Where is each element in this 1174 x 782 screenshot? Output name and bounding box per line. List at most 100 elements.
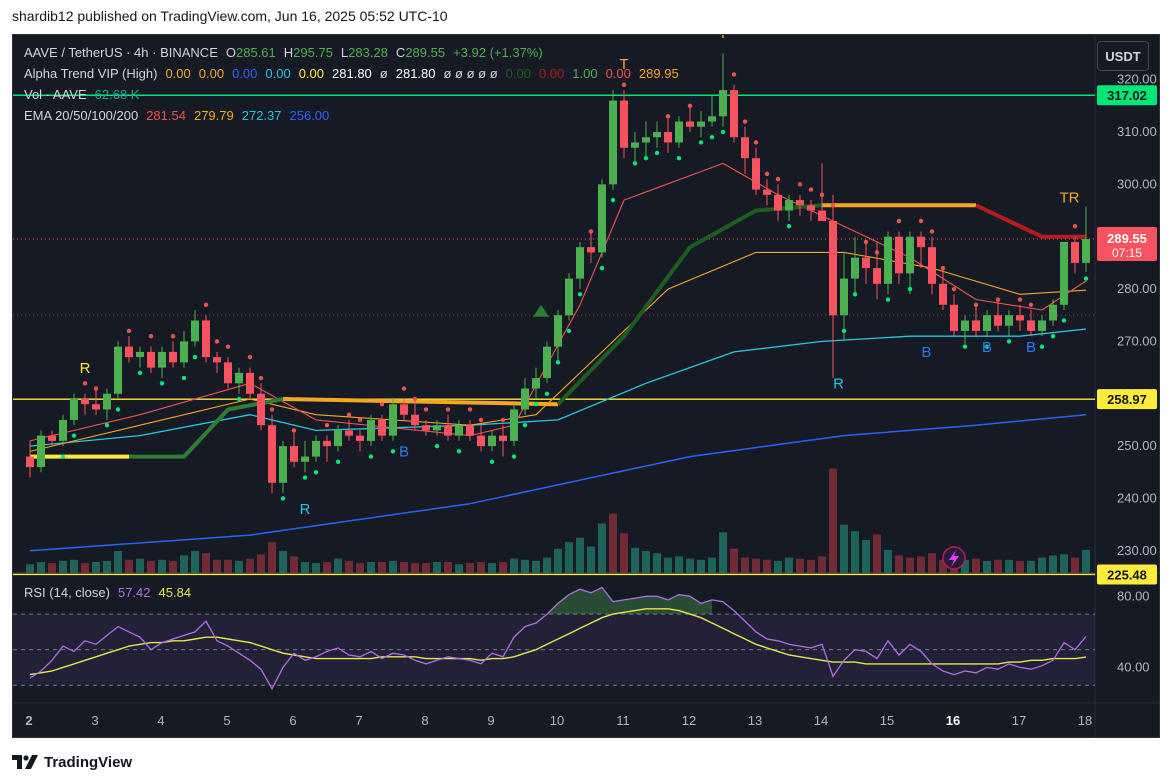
candle-body: [521, 388, 529, 410]
alpha-trend-value: 0.00: [198, 66, 225, 81]
trailing-dot: [390, 449, 396, 454]
volume-bar: [202, 553, 210, 573]
price-tick-label: 230.00: [1117, 543, 1157, 558]
candle-body: [906, 236, 914, 274]
candle-body: [917, 236, 925, 248]
candle-body: [301, 456, 309, 462]
volume-bar: [323, 562, 331, 573]
candle-body: [862, 257, 870, 269]
candle-body: [279, 446, 287, 483]
trailing-dot: [797, 182, 803, 187]
volume-bar: [499, 562, 507, 573]
volume-bar: [862, 540, 870, 573]
tradingview-logo-icon: [12, 755, 38, 769]
price-level-label: 258.97: [1107, 392, 1147, 407]
time-tick-label: 5: [223, 713, 230, 728]
trailing-dot: [720, 129, 726, 135]
volume-bar: [675, 556, 683, 573]
candle-body: [785, 200, 793, 211]
volume-bar: [433, 562, 441, 573]
volume-bar: [1082, 549, 1090, 573]
trailing-dot: [698, 140, 704, 145]
alpha-trend-segment: [282, 397, 559, 407]
trailing-dot: [159, 381, 165, 386]
volume-bar: [136, 558, 144, 573]
volume-bar: [444, 562, 452, 573]
candle-body: [653, 132, 661, 138]
volume-bar: [1027, 560, 1035, 573]
candle-body: [422, 425, 430, 431]
volume-bar: [290, 556, 298, 573]
volume-bar: [367, 562, 375, 573]
volume-bar: [191, 551, 199, 573]
trailing-dot: [247, 354, 253, 360]
alpha-trend-value: ø: [379, 66, 388, 81]
trailing-dot: [434, 443, 440, 449]
trailing-dot: [709, 135, 715, 140]
rsi-tick-label: 80.00: [1117, 588, 1150, 603]
candle-body: [664, 132, 672, 143]
trailing-dot: [522, 422, 528, 428]
trailing-dot: [995, 297, 1001, 302]
candle-body: [1016, 315, 1024, 321]
candle-body: [235, 372, 243, 384]
currency-button[interactable]: USDT: [1097, 41, 1149, 71]
trailing-dot: [291, 428, 297, 433]
trailing-dot: [742, 119, 748, 124]
candle-body: [1060, 241, 1068, 305]
candle-body: [873, 268, 881, 284]
alpha-trend-segment: [975, 203, 1086, 239]
trailing-dot: [775, 176, 781, 182]
candle-body: [103, 393, 111, 410]
trailing-dot: [346, 412, 352, 417]
volume-bar: [37, 562, 45, 573]
trailing-dot: [368, 454, 374, 459]
candle-body: [400, 404, 408, 415]
candle-body: [1038, 320, 1046, 331]
alpha-trend-value: 0.00: [232, 66, 258, 81]
rsi-legend: RSI (14, close) 57.42 45.84: [24, 585, 199, 600]
trailing-dot: [632, 161, 638, 166]
candle-body: [499, 435, 507, 441]
volume-bar: [356, 563, 364, 573]
candle-body: [796, 200, 804, 206]
alpha-trend-legend: Alpha Trend VIP (High) 0.00 0.00 0.00 0.00 0.…: [24, 66, 695, 81]
alpha-trend-segment: [129, 397, 284, 459]
volume-bar: [664, 557, 672, 573]
trailing-dot: [753, 140, 759, 145]
candle-body: [939, 283, 947, 305]
volume-bar: [741, 557, 749, 573]
trailing-dot: [940, 265, 946, 271]
time-tick-label: 9: [487, 713, 494, 728]
candle-body: [433, 425, 441, 431]
volume-bar: [917, 556, 925, 573]
volume-bar: [92, 562, 100, 573]
volume-bar: [59, 560, 67, 573]
volume-bar: [939, 559, 947, 573]
trailing-dot: [489, 459, 495, 465]
trailing-dot: [1050, 333, 1056, 339]
volume-bar: [81, 563, 89, 573]
chart-frame[interactable]: 230.00240.00250.00260.00270.00280.00290.…: [12, 34, 1160, 738]
volume-bar: [961, 559, 969, 573]
trailing-dot: [555, 360, 561, 365]
rsi-name: RSI (14, close): [24, 585, 110, 600]
candle-body: [378, 419, 386, 436]
alpha-trend-name: Alpha Trend VIP (High): [24, 66, 158, 81]
ema-legend: EMA 20/50/100/200 281.54 279.79 272.37 256.0…: [24, 108, 345, 123]
candle-body: [466, 425, 474, 436]
ema100-line: [29, 328, 1087, 447]
time-tick-label: 18: [1078, 713, 1092, 728]
candle-body: [114, 346, 122, 394]
candle-body: [961, 320, 969, 331]
chart-canvas[interactable]: 230.00240.00250.00260.00270.00280.00290.…: [13, 35, 1159, 737]
trailing-dot: [126, 328, 132, 334]
volume-bar: [411, 563, 419, 573]
trailing-dot: [511, 454, 517, 459]
volume-bar: [224, 559, 232, 573]
candle-body: [719, 90, 727, 117]
trailing-dot: [148, 333, 154, 339]
volume-bar: [400, 562, 408, 573]
volume-bar: [488, 563, 496, 573]
time-tick-label: 17: [1012, 713, 1026, 728]
